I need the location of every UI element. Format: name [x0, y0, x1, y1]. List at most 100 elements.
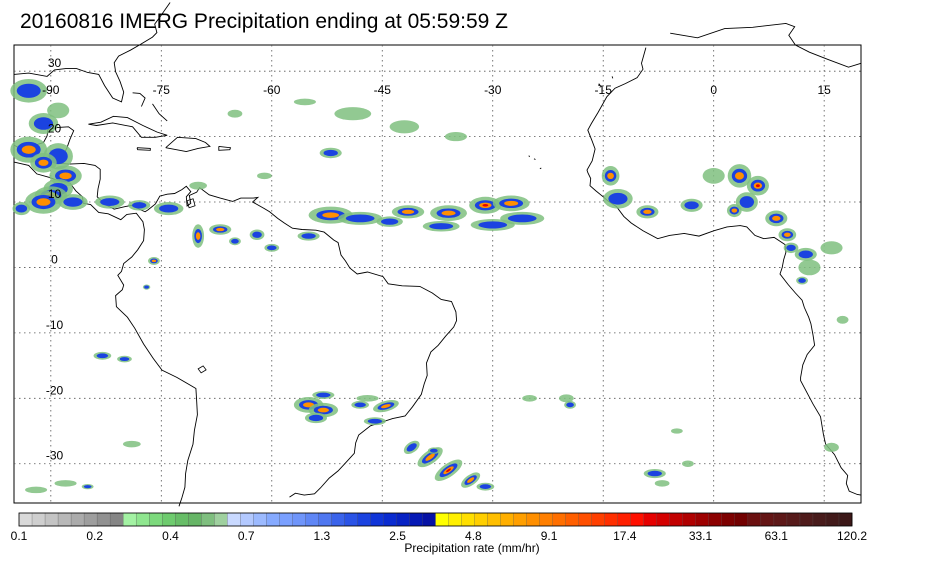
lon-label: -15 — [595, 83, 613, 97]
colorbar-cell — [617, 512, 632, 527]
precip-cell — [389, 120, 420, 134]
colorbar-tick: 9.1 — [541, 529, 558, 543]
precipitation-areas — [10, 79, 849, 494]
precip-cell — [227, 109, 243, 118]
precip-cell — [229, 237, 241, 246]
colorbar-cell — [109, 512, 124, 527]
longitude-labels: -90 -75 -60 -45 -30 -15 0 15 — [42, 83, 831, 97]
precip-cell — [500, 211, 545, 225]
lon-label: 0 — [710, 83, 717, 97]
lat-label: 30 — [48, 56, 62, 70]
precip-cell — [356, 395, 379, 402]
precip-cell — [746, 175, 769, 196]
map-title: 20160816 IMERG Precipitation ending at 0… — [20, 10, 508, 33]
precip-cell — [142, 284, 151, 290]
colorbar-cell — [214, 512, 228, 527]
colorbar-cell — [122, 512, 137, 527]
colorbar-tick: 0.2 — [86, 529, 103, 543]
precip-cell — [192, 224, 205, 248]
precip-cell — [798, 259, 821, 276]
precip-cell — [794, 247, 817, 261]
precip-cell — [351, 400, 370, 409]
colorbar-cell — [383, 512, 397, 527]
precip-cell — [117, 355, 132, 363]
precip-cell — [10, 79, 48, 103]
colorbar-cell — [357, 512, 371, 527]
colorbar-cell — [604, 512, 619, 527]
colorbar-cells — [18, 512, 853, 527]
precip-cell — [28, 113, 59, 134]
colorbar-cell — [162, 512, 176, 527]
precip-cell — [123, 440, 141, 448]
precip-cell — [796, 276, 808, 285]
precip-cell — [682, 460, 694, 468]
colorbar-tick: 33.1 — [689, 529, 713, 543]
colorbar-cell — [747, 512, 762, 527]
precip-cell — [603, 188, 633, 209]
coastline — [218, 145, 232, 151]
coastline — [670, 22, 862, 68]
colorbar-cell — [513, 512, 528, 527]
lat-label: 10 — [48, 187, 62, 201]
colorbar-cell — [135, 512, 150, 527]
colorbar-cell — [344, 512, 358, 527]
precip-cell — [209, 224, 232, 235]
colorbar-cell — [708, 512, 723, 527]
precip-cell — [30, 152, 57, 173]
colorbar-cell — [578, 512, 593, 527]
coastline — [132, 92, 146, 107]
precip-cell — [670, 428, 683, 434]
colorbar-cell — [643, 512, 658, 527]
precip-cell — [312, 391, 335, 399]
precip-cell — [47, 102, 70, 119]
colorbar-cell — [786, 512, 801, 527]
colorbar-cell — [240, 512, 254, 527]
colorbar-cell — [734, 512, 749, 527]
precip-cell — [304, 412, 328, 424]
precip-cell — [735, 192, 758, 212]
precip-cell — [153, 202, 184, 216]
coastline — [136, 147, 151, 151]
colorbar-cell — [318, 512, 332, 527]
coastline — [528, 155, 530, 158]
colorbar-cell — [83, 512, 98, 527]
precip-cell — [293, 98, 316, 106]
precip-cell — [727, 164, 752, 188]
precip-cell — [93, 351, 112, 360]
colorbar-tick: 63.1 — [765, 529, 789, 543]
precip-cell — [461, 472, 481, 488]
lat-label: 20 — [48, 122, 62, 136]
precip-cell — [25, 486, 48, 494]
colorbar-cell — [57, 512, 72, 527]
colorbar-cell — [70, 512, 85, 527]
coastline — [152, 103, 168, 122]
colorbar-cell — [175, 512, 189, 527]
colorbar-cell — [812, 512, 827, 527]
precip-cell — [403, 440, 420, 455]
colorbar-cell — [149, 512, 163, 527]
precip-cell — [444, 132, 467, 142]
colorbar-cell — [487, 512, 502, 527]
precip-cell — [654, 480, 670, 487]
precip-cell — [308, 206, 353, 224]
coastline — [611, 76, 614, 79]
colorbar-cell — [448, 512, 462, 527]
precip-cell — [476, 482, 495, 491]
precip-cell — [783, 242, 799, 254]
lon-label: -90 — [42, 83, 60, 97]
colorbar-cell — [682, 512, 697, 527]
precip-cell — [249, 229, 265, 240]
lake-maracaibo — [186, 198, 196, 209]
precip-cell — [12, 202, 31, 216]
colorbar-cell — [565, 512, 580, 527]
precip-cell — [778, 228, 797, 242]
precip-cell — [95, 195, 125, 209]
precip-cell — [469, 196, 502, 214]
coastline — [539, 167, 542, 170]
precip-cell — [765, 210, 788, 227]
coastline — [597, 83, 602, 87]
colorbar-cell — [305, 512, 319, 527]
precip-cell — [522, 395, 537, 402]
lat-label: 0 — [51, 252, 58, 266]
